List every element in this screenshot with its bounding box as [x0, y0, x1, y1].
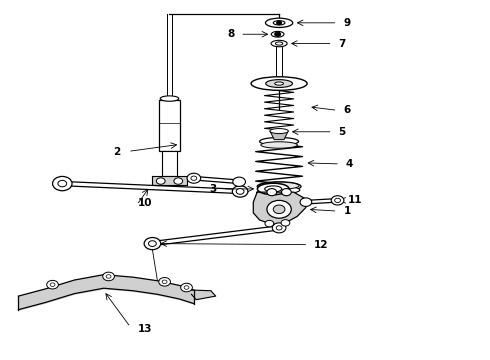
Circle shape	[148, 241, 156, 247]
Circle shape	[106, 275, 111, 278]
Ellipse shape	[275, 42, 283, 45]
Circle shape	[272, 223, 286, 233]
Text: 7: 7	[339, 39, 346, 49]
Ellipse shape	[257, 182, 301, 191]
Circle shape	[277, 21, 282, 24]
Circle shape	[265, 220, 274, 227]
Ellipse shape	[271, 40, 287, 47]
Text: 9: 9	[343, 18, 350, 28]
Circle shape	[58, 180, 67, 187]
Text: 2: 2	[114, 147, 121, 157]
Circle shape	[159, 278, 171, 286]
Circle shape	[282, 189, 291, 196]
Circle shape	[267, 189, 277, 196]
Bar	[162, 152, 177, 176]
Circle shape	[300, 198, 312, 206]
Circle shape	[335, 198, 341, 203]
Circle shape	[267, 201, 291, 218]
Circle shape	[232, 186, 248, 197]
Ellipse shape	[260, 138, 298, 145]
Ellipse shape	[160, 96, 179, 101]
Ellipse shape	[259, 182, 299, 189]
Circle shape	[273, 205, 285, 213]
Text: 10: 10	[138, 198, 152, 207]
Text: 11: 11	[348, 195, 363, 205]
Polygon shape	[253, 192, 306, 224]
Circle shape	[184, 286, 189, 289]
Polygon shape	[152, 176, 187, 185]
Circle shape	[181, 283, 193, 292]
Text: 8: 8	[227, 29, 234, 39]
Circle shape	[174, 178, 183, 184]
Circle shape	[144, 238, 161, 249]
Ellipse shape	[270, 129, 288, 134]
Ellipse shape	[266, 18, 293, 27]
Polygon shape	[270, 132, 288, 140]
Text: 6: 6	[343, 105, 351, 115]
Circle shape	[236, 189, 244, 194]
Text: 13: 13	[138, 324, 152, 334]
Text: 12: 12	[314, 240, 329, 249]
Circle shape	[276, 226, 282, 230]
Bar	[159, 100, 180, 152]
Circle shape	[281, 220, 290, 226]
Ellipse shape	[273, 21, 285, 25]
Circle shape	[233, 177, 245, 186]
Ellipse shape	[271, 31, 284, 37]
Ellipse shape	[257, 183, 289, 195]
Circle shape	[47, 280, 58, 289]
Ellipse shape	[251, 77, 307, 90]
Ellipse shape	[261, 142, 297, 148]
Circle shape	[52, 176, 72, 191]
Ellipse shape	[275, 82, 284, 85]
Circle shape	[275, 32, 281, 36]
Ellipse shape	[265, 186, 282, 192]
Polygon shape	[192, 290, 216, 300]
Text: 4: 4	[346, 159, 353, 169]
Text: 5: 5	[339, 127, 346, 137]
Circle shape	[331, 196, 344, 205]
Circle shape	[187, 173, 201, 183]
Ellipse shape	[258, 186, 300, 194]
Circle shape	[103, 272, 115, 281]
Ellipse shape	[266, 80, 293, 87]
Circle shape	[50, 283, 55, 287]
Circle shape	[191, 176, 197, 180]
Circle shape	[156, 178, 165, 184]
Text: 3: 3	[210, 184, 217, 194]
Text: 1: 1	[343, 206, 351, 216]
Circle shape	[162, 280, 167, 284]
